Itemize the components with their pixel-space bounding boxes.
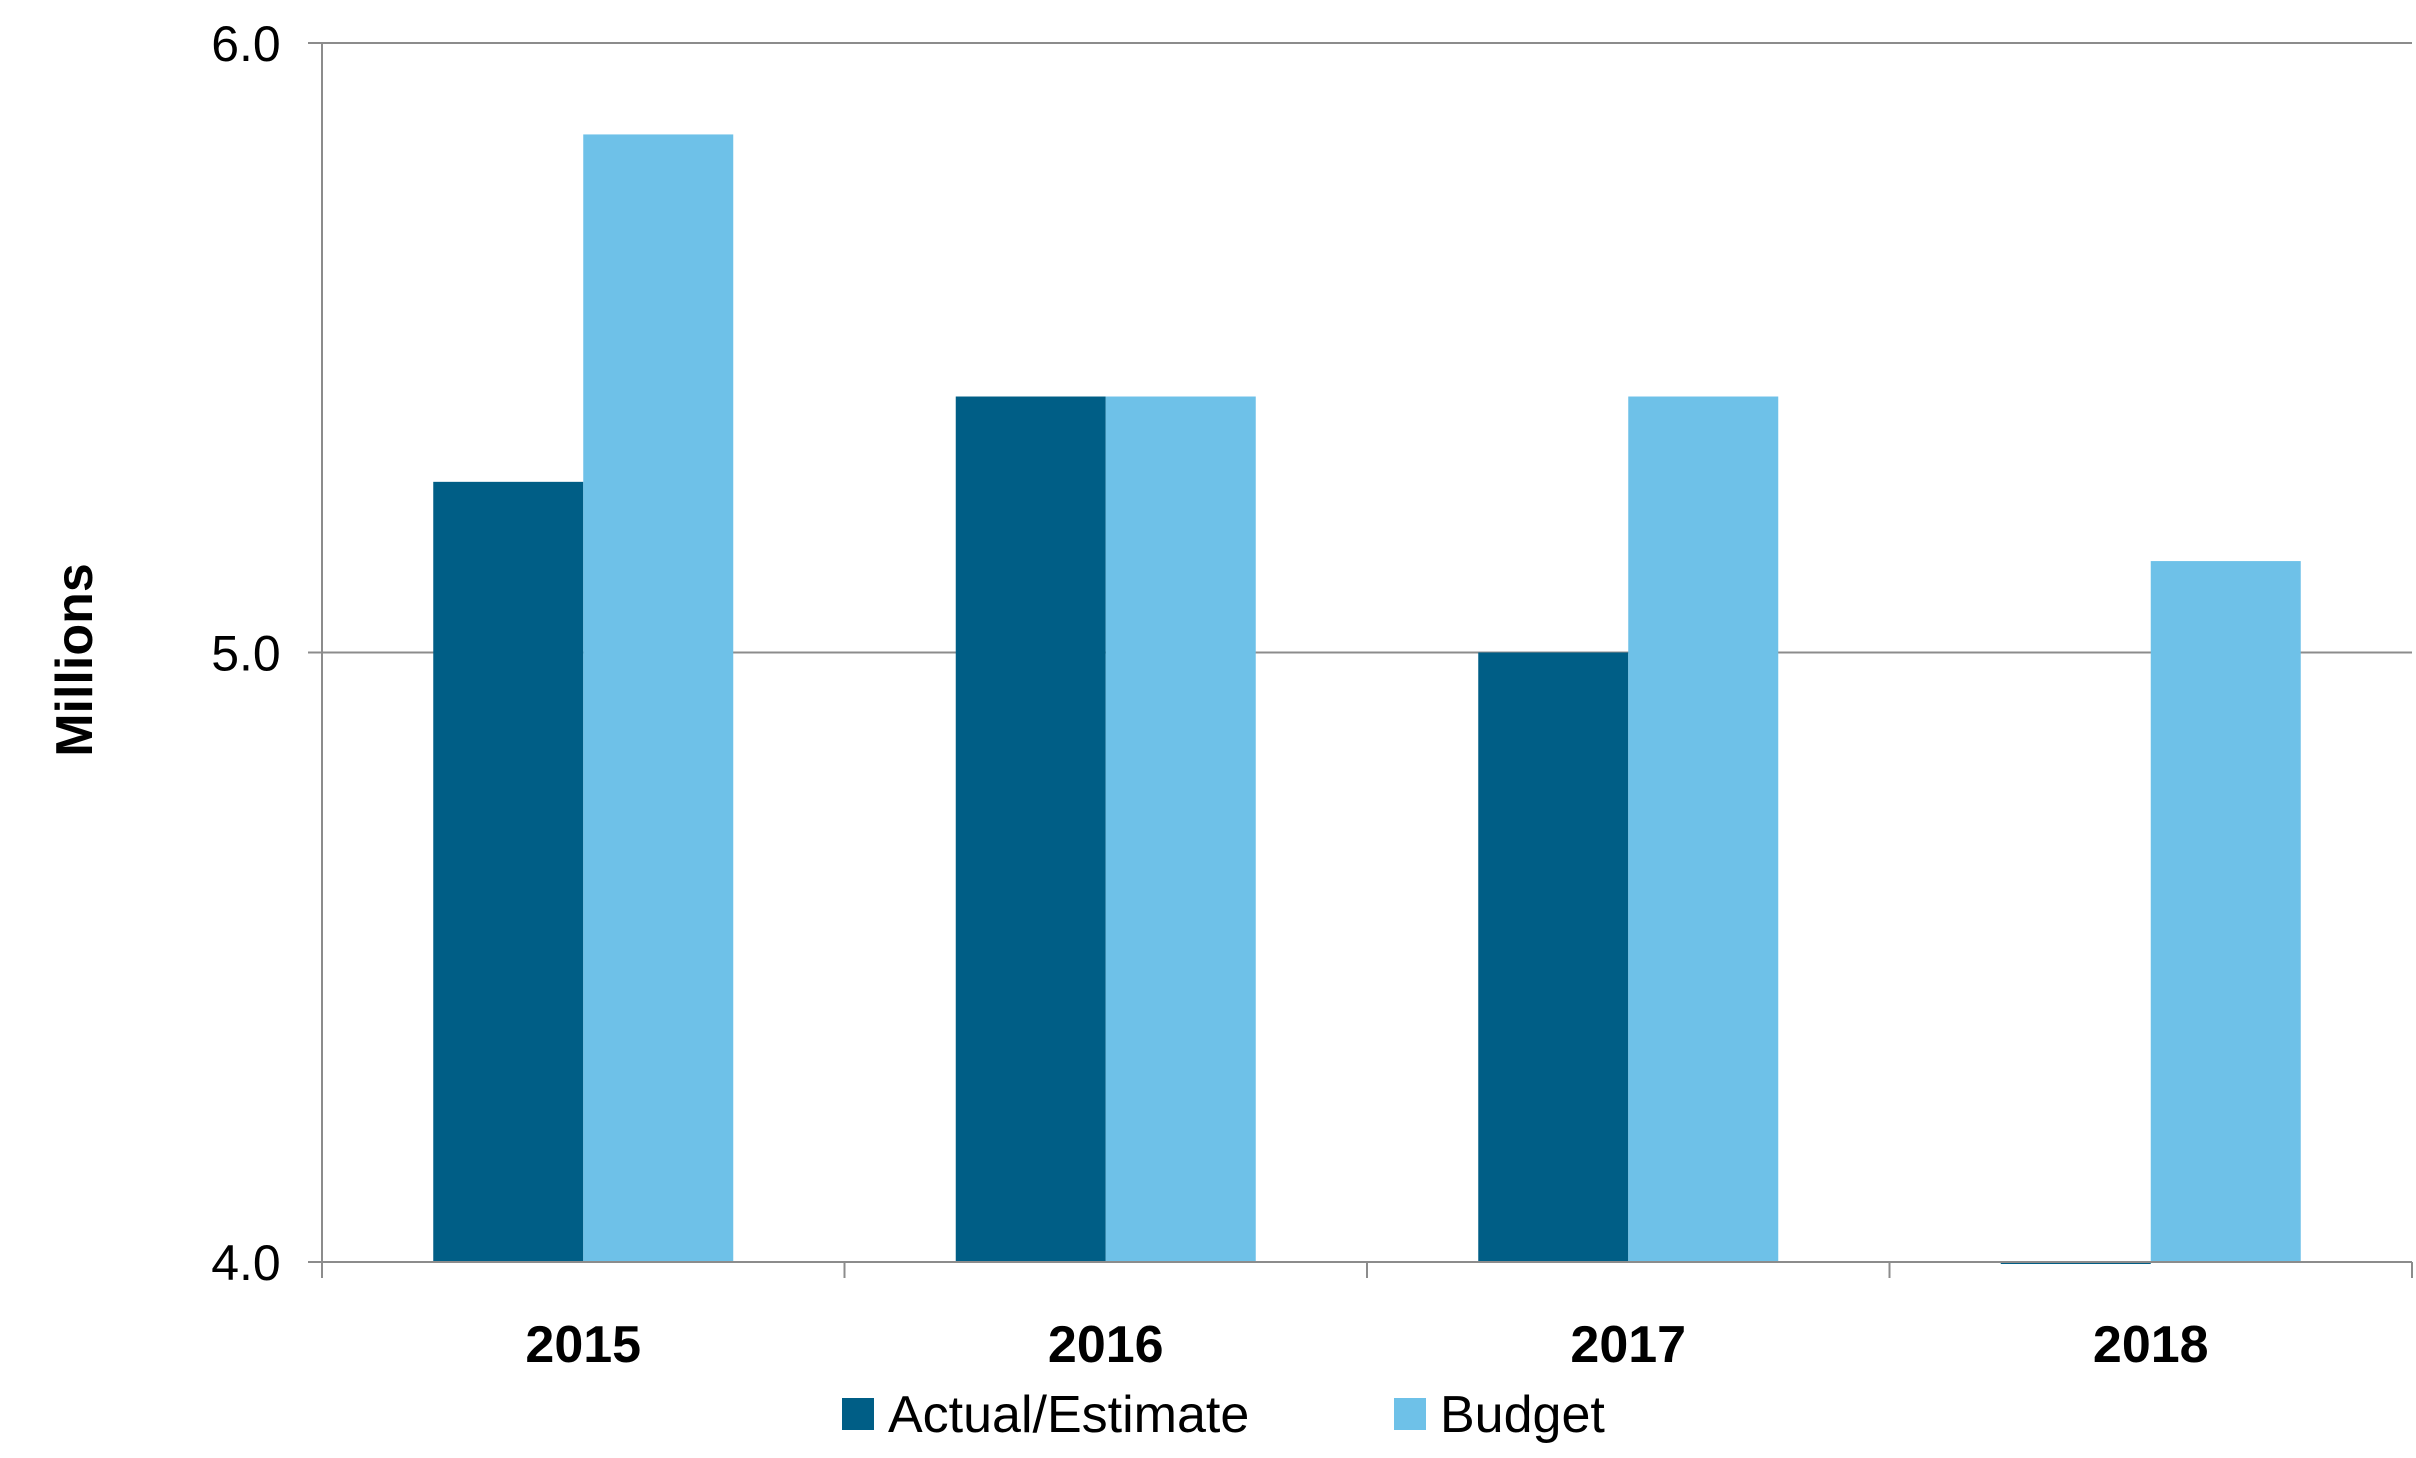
x-tick-label: 2015: [525, 1316, 641, 1374]
x-tick-label: 2016: [1048, 1316, 1164, 1374]
y-tick-label: 5.0: [211, 626, 281, 682]
legend-label: Actual/Estimate: [888, 1386, 1249, 1444]
axis-labels: 4.0 5.0 6.0 2015 2016 2017 2018: [211, 16, 2208, 1374]
x-tick-label: 2017: [1570, 1316, 1686, 1374]
axes: [308, 42, 2413, 1278]
bars: [433, 134, 2301, 1264]
bar-actual-estimate-2017: [1478, 652, 1629, 1262]
x-tick-label: 2018: [2093, 1316, 2209, 1374]
bar-actual-estimate-2016: [955, 396, 1106, 1262]
y-axis-title: Millions: [46, 563, 104, 757]
legend-swatch: [1394, 1398, 1426, 1430]
bar-budget-2015: [583, 134, 734, 1262]
legend-label: Budget: [1440, 1386, 1605, 1444]
legend: Actual/Estimate Budget: [842, 1386, 1605, 1444]
bar-actual-estimate-2015: [433, 481, 584, 1263]
y-tick-label: 6.0: [211, 16, 281, 72]
y-tick-label: 4.0: [211, 1235, 281, 1291]
bar-budget-2016: [1105, 396, 1256, 1262]
bar-budget-2017: [1628, 396, 1779, 1262]
bar-budget-2018: [2150, 561, 2301, 1262]
legend-swatch: [842, 1398, 874, 1430]
